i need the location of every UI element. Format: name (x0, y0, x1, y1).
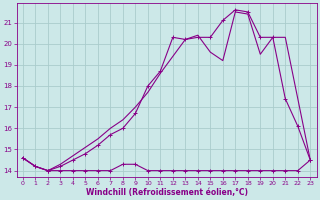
X-axis label: Windchill (Refroidissement éolien,°C): Windchill (Refroidissement éolien,°C) (85, 188, 248, 197)
